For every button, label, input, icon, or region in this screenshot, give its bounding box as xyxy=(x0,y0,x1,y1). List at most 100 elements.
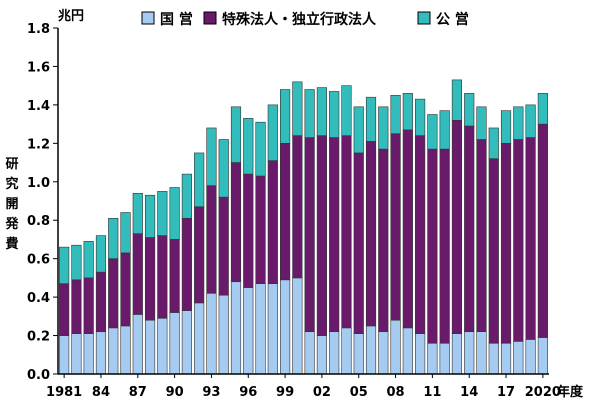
bar-1999-series-2 xyxy=(279,89,291,144)
bar-1990-series-1 xyxy=(169,239,180,313)
bar-1995-series-0 xyxy=(230,281,242,375)
bar-1992-series-2 xyxy=(194,152,205,208)
x-tick-labels: 1981 84 87 90 93 96 99 02 05 08 11 14 17 2020 xyxy=(46,385,561,400)
bar-1990-series-0 xyxy=(169,312,180,375)
bar-1994-series-2 xyxy=(218,139,229,198)
bar-1995-series-1 xyxy=(230,162,242,283)
legend-swatch-tokushu xyxy=(203,11,217,25)
bar-2017-series-1 xyxy=(500,143,512,344)
bar-2005-series-1 xyxy=(353,152,364,334)
y-tick-label: 1.2 xyxy=(27,137,50,152)
bar-1986-series-0 xyxy=(120,325,131,375)
x-tick-label: 2020 xyxy=(525,385,561,400)
bar-2011-series-0 xyxy=(427,342,438,375)
bar-1996-series-2 xyxy=(243,118,254,175)
bar-2015-series-0 xyxy=(476,331,487,375)
x-tick-label: 08 xyxy=(387,385,405,400)
bar-1990-series-2 xyxy=(169,187,180,240)
bar-1995-series-2 xyxy=(230,106,242,163)
unit-label: 兆円 xyxy=(58,8,84,24)
bar-1991-series-2 xyxy=(181,173,192,219)
bar-1988-series-2 xyxy=(144,194,156,238)
bar-1989-series-1 xyxy=(157,235,168,319)
bar-2009-series-2 xyxy=(402,93,413,131)
bar-2013-series-0 xyxy=(451,333,463,375)
bar-2007-series-0 xyxy=(378,331,389,375)
bar-2020-series-0 xyxy=(537,337,548,375)
bar-1999-series-0 xyxy=(279,279,291,375)
bar-2013-series-1 xyxy=(451,119,463,334)
bar-2001-series-2 xyxy=(304,89,315,138)
bar-2000-series-0 xyxy=(292,277,303,375)
bar-1982-series-2 xyxy=(71,244,82,281)
bar-2013-series-2 xyxy=(451,79,463,121)
bar-1988-series-0 xyxy=(144,319,156,375)
bar-2014-series-1 xyxy=(464,125,475,333)
bar-1984-series-1 xyxy=(95,271,107,333)
y-tick-label: 0.4 xyxy=(27,291,50,306)
bar-2004-series-1 xyxy=(341,135,352,329)
bar-1999-series-1 xyxy=(279,143,291,281)
bar-2005-series-0 xyxy=(353,333,364,375)
y-axis-label-char: 研 xyxy=(5,157,18,172)
bar-2012-series-1 xyxy=(439,148,450,344)
bar-2018-series-2 xyxy=(513,106,524,140)
axes xyxy=(53,27,549,378)
bar-1981-series-2 xyxy=(59,246,70,284)
bar-1984-series-2 xyxy=(95,235,107,273)
bar-2007-series-2 xyxy=(378,106,389,150)
bars xyxy=(59,79,548,375)
bar-2006-series-1 xyxy=(365,141,377,327)
bar-2003-series-1 xyxy=(329,137,340,333)
legend: 国 営 特殊法人・独立行政法人 公 営 xyxy=(141,11,469,28)
bar-1987-series-0 xyxy=(132,314,143,375)
bar-2016-series-2 xyxy=(488,127,499,160)
bar-1993-series-0 xyxy=(206,292,217,375)
bar-1996-series-0 xyxy=(243,287,254,375)
bar-1983-series-0 xyxy=(83,333,94,375)
bar-2008-series-0 xyxy=(390,319,401,375)
x-tick-label: 84 xyxy=(92,385,110,400)
x-tick-label: 05 xyxy=(350,385,368,400)
bar-1998-series-2 xyxy=(267,104,278,161)
x-tick-label: 14 xyxy=(460,385,478,400)
legend-label-kokuei: 国 営 xyxy=(160,11,193,28)
bar-2016-series-0 xyxy=(488,342,499,375)
bar-2002-series-1 xyxy=(316,135,328,336)
y-tick-label: 0.8 xyxy=(27,214,50,229)
bar-2004-series-0 xyxy=(341,327,352,375)
bar-1985-series-1 xyxy=(108,258,119,329)
x-axis-suffix: 年度 xyxy=(557,384,584,400)
bar-2001-series-1 xyxy=(304,137,315,333)
bar-1992-series-0 xyxy=(194,302,205,375)
bar-1994-series-1 xyxy=(218,196,229,296)
bar-2002-series-0 xyxy=(316,335,328,375)
legend-label-kouei: 公 営 xyxy=(436,11,469,28)
bar-1993-series-2 xyxy=(206,127,217,186)
y-tick-label: 0.0 xyxy=(27,368,50,383)
bar-2012-series-0 xyxy=(439,342,450,375)
y-axis-label-char: 開 xyxy=(5,197,18,212)
bar-1988-series-1 xyxy=(144,237,156,321)
legend-swatch-kouei xyxy=(417,11,431,25)
bar-2010-series-1 xyxy=(415,135,426,334)
bar-1998-series-0 xyxy=(267,283,278,375)
bar-1992-series-1 xyxy=(194,206,205,304)
bar-1982-series-1 xyxy=(71,279,82,334)
legend-label-tokushu: 特殊法人・独立行政法人 xyxy=(222,11,377,28)
bar-2003-series-0 xyxy=(329,331,340,375)
bar-1994-series-0 xyxy=(218,294,229,375)
legend-swatch-kokuei xyxy=(141,11,155,25)
bar-2020-series-1 xyxy=(537,123,548,338)
bar-2000-series-2 xyxy=(292,81,303,136)
bar-1991-series-0 xyxy=(181,310,192,375)
bar-2016-series-1 xyxy=(488,158,499,344)
bar-2020-series-2 xyxy=(537,93,548,125)
bar-2001-series-0 xyxy=(304,331,315,375)
bar-1989-series-0 xyxy=(157,317,168,375)
bar-2007-series-1 xyxy=(378,148,389,333)
bar-2006-series-2 xyxy=(365,96,377,142)
x-tick-label: 1981 xyxy=(46,385,82,400)
